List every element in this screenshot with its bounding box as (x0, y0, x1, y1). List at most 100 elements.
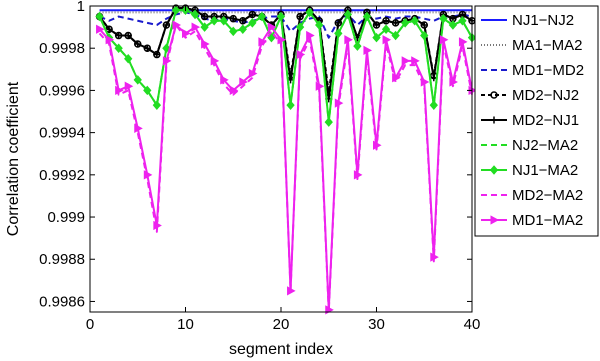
data-point (363, 45, 372, 55)
data-point (373, 21, 380, 29)
legend-label: NJ1−MA2 (512, 162, 578, 179)
x-tick-label: 30 (368, 316, 385, 333)
legend-label: MD1−MD2 (512, 62, 584, 79)
legend-item: MD1−MD2 (481, 62, 584, 79)
data-point (315, 81, 325, 91)
data-point (458, 37, 468, 47)
data-point (219, 16, 228, 26)
data-point (372, 32, 381, 43)
data-point (449, 77, 458, 87)
data-point (267, 22, 277, 32)
data-point (343, 9, 353, 20)
data-point (430, 252, 439, 262)
data-point (334, 28, 343, 39)
data-point (143, 170, 153, 180)
data-point (200, 22, 209, 32)
legend-marker (489, 165, 499, 175)
legend-item: NJ1−NJ2 (481, 12, 574, 29)
data-point (152, 100, 162, 110)
data-point (210, 56, 220, 66)
series-group (99, 11, 473, 39)
data-point (439, 35, 449, 45)
data-point (143, 44, 151, 52)
data-point (162, 56, 172, 66)
data-point (287, 286, 296, 296)
legend-label: MD2−NJ1 (512, 112, 579, 129)
data-point (295, 22, 305, 32)
data-point (143, 85, 152, 96)
axes: 0 10 20 30 40 0.9986 0.9988 0.999 0.9992 0.9994 0.… (39, 0, 480, 333)
data-point (420, 21, 428, 29)
legend-marker (490, 91, 498, 99)
series-line (98, 7, 473, 100)
legend-label: MA1−MA2 (512, 37, 582, 54)
plot-content (95, 4, 478, 315)
legend-label: NJ1−NJ2 (512, 12, 574, 29)
legend-marker (490, 215, 500, 225)
data-point (334, 19, 342, 27)
y-tick-label: 1 (77, 0, 85, 15)
data-point (153, 220, 162, 231)
data-point (257, 11, 267, 22)
data-point (382, 17, 390, 25)
data-point (306, 30, 315, 41)
data-point (124, 81, 134, 91)
x-tick-label: 0 (86, 316, 94, 333)
data-point (229, 26, 238, 37)
data-point (134, 40, 142, 48)
y-tick-label: 0.9996 (39, 82, 85, 99)
legend-item: MD2−NJ2 (481, 87, 579, 104)
data-point (392, 19, 400, 27)
data-point (439, 13, 448, 24)
data-point (248, 18, 257, 28)
data-point (248, 10, 256, 18)
y-tick-label: 0.9992 (39, 167, 85, 184)
data-point (381, 24, 391, 34)
data-point (276, 11, 286, 22)
data-point (258, 37, 267, 47)
data-point (400, 18, 410, 28)
data-point (191, 22, 201, 32)
data-point (429, 100, 438, 110)
x-tick-label: 10 (177, 316, 194, 333)
data-point (239, 77, 248, 87)
data-point (296, 49, 306, 60)
y-tick-label: 0.999 (47, 209, 85, 226)
data-point (277, 35, 287, 45)
series-line (99, 11, 473, 39)
data-point (248, 68, 258, 79)
data-point (133, 75, 142, 85)
legend: NJ1−NJ2 MA1−MA2 MD1−MD2 MD2−NJ2 MD2−NJ1 NJ2−M… (474, 5, 599, 237)
data-point (115, 85, 124, 96)
legend-item: MD2−MA2 (481, 187, 583, 204)
data-point (353, 41, 362, 51)
y-tick-label: 0.9988 (39, 251, 85, 268)
data-point (105, 25, 113, 33)
x-tick-label: 40 (464, 316, 481, 333)
legend-label: MD1−MA2 (512, 212, 583, 229)
data-point (324, 117, 333, 127)
data-point (209, 16, 219, 26)
series-group (95, 5, 477, 127)
series-group (96, 20, 478, 315)
x-tick-label: 20 (273, 316, 290, 333)
data-point (401, 56, 411, 66)
legend-item: NJ2−MA2 (481, 137, 578, 154)
data-point (162, 21, 170, 29)
data-point (391, 30, 400, 41)
legend-label: MD2−NJ2 (512, 87, 579, 104)
data-point (220, 75, 229, 85)
data-point (229, 85, 239, 96)
data-point (229, 15, 237, 23)
data-point (114, 43, 123, 53)
data-point (315, 20, 324, 30)
y-tick-label: 0.9986 (39, 293, 85, 310)
data-point (105, 35, 115, 45)
data-point (373, 140, 382, 150)
data-point (420, 77, 430, 87)
data-point (115, 32, 123, 40)
data-point (201, 39, 210, 49)
legend-item: MD1−MA2 (481, 212, 583, 229)
data-point (190, 9, 200, 20)
